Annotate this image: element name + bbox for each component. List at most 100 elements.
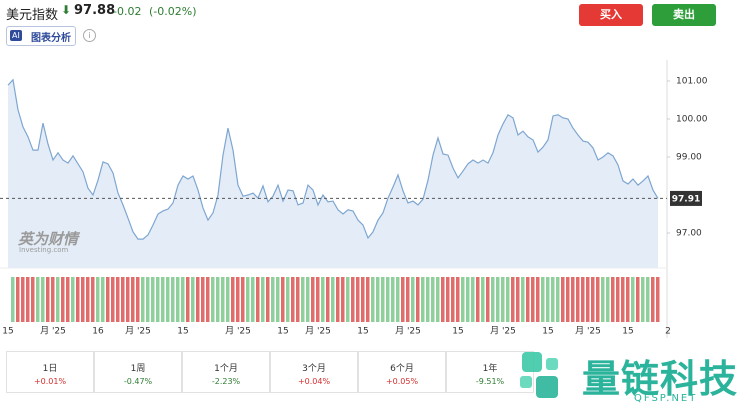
direction-bar (391, 277, 395, 322)
direction-bar (601, 277, 605, 322)
direction-bar (431, 277, 435, 322)
direction-bar (656, 277, 660, 322)
period-name: 1日 (42, 364, 58, 374)
direction-bar (26, 277, 30, 322)
direction-bar (61, 277, 65, 322)
period-change: -2.23% (211, 377, 241, 386)
direction-bar (631, 277, 635, 322)
direction-bar (301, 277, 305, 322)
direction-bar (151, 277, 155, 322)
direction-bar (396, 277, 400, 322)
direction-bar (556, 277, 560, 322)
direction-bar (281, 277, 285, 322)
direction-bar (421, 277, 425, 322)
period-change: +0.01% (33, 377, 67, 386)
direction-bar (636, 277, 640, 322)
x-tick-label: 15 (357, 327, 368, 337)
period-change: -9.51% (475, 377, 505, 386)
direction-bar (156, 277, 160, 322)
period-name: 6个月 (390, 364, 414, 374)
direction-bar (326, 277, 330, 322)
direction-bar (191, 277, 195, 322)
direction-bar (401, 277, 405, 322)
period-change: +0.04% (297, 377, 331, 386)
performance-cell: 1个月 -2.23% (182, 351, 270, 393)
direction-bar (231, 277, 235, 322)
logo (518, 350, 574, 400)
period-change: -0.47% (123, 377, 153, 386)
direction-bar (476, 277, 480, 322)
direction-bar (66, 277, 70, 322)
buy-button[interactable]: 买入 (579, 4, 643, 26)
direction-bar (236, 277, 240, 322)
direction-bar (366, 277, 370, 322)
direction-bar (101, 277, 105, 322)
direction-bar (196, 277, 200, 322)
direction-bar (211, 277, 215, 322)
direction-bar (406, 277, 410, 322)
direction-bar (76, 277, 80, 322)
direction-bar (201, 277, 205, 322)
y-tick-label: 97.00 (676, 229, 702, 239)
direction-bar (386, 277, 390, 322)
direction-bar (471, 277, 475, 322)
watermark-site: QFSP.NET (634, 393, 698, 404)
sell-button[interactable]: 卖出 (652, 4, 716, 26)
direction-bar (361, 277, 365, 322)
direction-bar (411, 277, 415, 322)
direction-bar (171, 277, 175, 322)
direction-bar (581, 277, 585, 322)
x-tick-label: 月 '25 (225, 326, 251, 337)
direction-bar (611, 277, 615, 322)
direction-bar (446, 277, 450, 322)
direction-bar (561, 277, 565, 322)
x-tick-label: 月 '25 (395, 326, 421, 337)
direction-bar (246, 277, 250, 322)
direction-bar (521, 277, 525, 322)
last-price-label: 97.91 (672, 194, 700, 204)
change-percent: (-0.02%) (149, 5, 197, 18)
direction-bar (546, 277, 550, 322)
direction-bar (31, 277, 35, 322)
direction-bar (256, 277, 260, 322)
direction-bar (336, 277, 340, 322)
direction-bar (71, 277, 75, 322)
x-tick-label: 15 (542, 327, 553, 337)
direction-bar (251, 277, 255, 322)
direction-bar (311, 277, 315, 322)
direction-bar (436, 277, 440, 322)
direction-bar (511, 277, 515, 322)
direction-bar (96, 277, 100, 322)
direction-bar (51, 277, 55, 322)
x-tick-label: 月 '25 (40, 326, 66, 337)
direction-bar (121, 277, 125, 322)
period-name: 1年 (482, 364, 498, 374)
period-change: +0.05% (385, 377, 419, 386)
watermark: 英为财情 (18, 230, 79, 248)
direction-bar (451, 277, 455, 322)
direction-bar (331, 277, 335, 322)
direction-bar (241, 277, 245, 322)
direction-bar (176, 277, 180, 322)
direction-bar (531, 277, 535, 322)
direction-bar (441, 277, 445, 322)
y-tick-label: 101.00 (676, 76, 708, 86)
direction-bar (591, 277, 595, 322)
x-tick-label: 15 (277, 327, 288, 337)
direction-bar (541, 277, 545, 322)
x-tick-label: 月 '25 (490, 326, 516, 337)
last-price-box (670, 190, 702, 206)
direction-bar (616, 277, 620, 322)
info-icon[interactable]: i (83, 29, 96, 42)
direction-bar (576, 277, 580, 322)
direction-bar (161, 277, 165, 322)
period-name: 3个月 (302, 364, 326, 374)
price: 97.88 (74, 3, 116, 18)
direction-bar (291, 277, 295, 322)
direction-bar (536, 277, 540, 322)
ai-analysis-button[interactable]: AI 图表分析 (6, 26, 76, 46)
direction-bar (651, 277, 655, 322)
direction-bar (16, 277, 20, 322)
